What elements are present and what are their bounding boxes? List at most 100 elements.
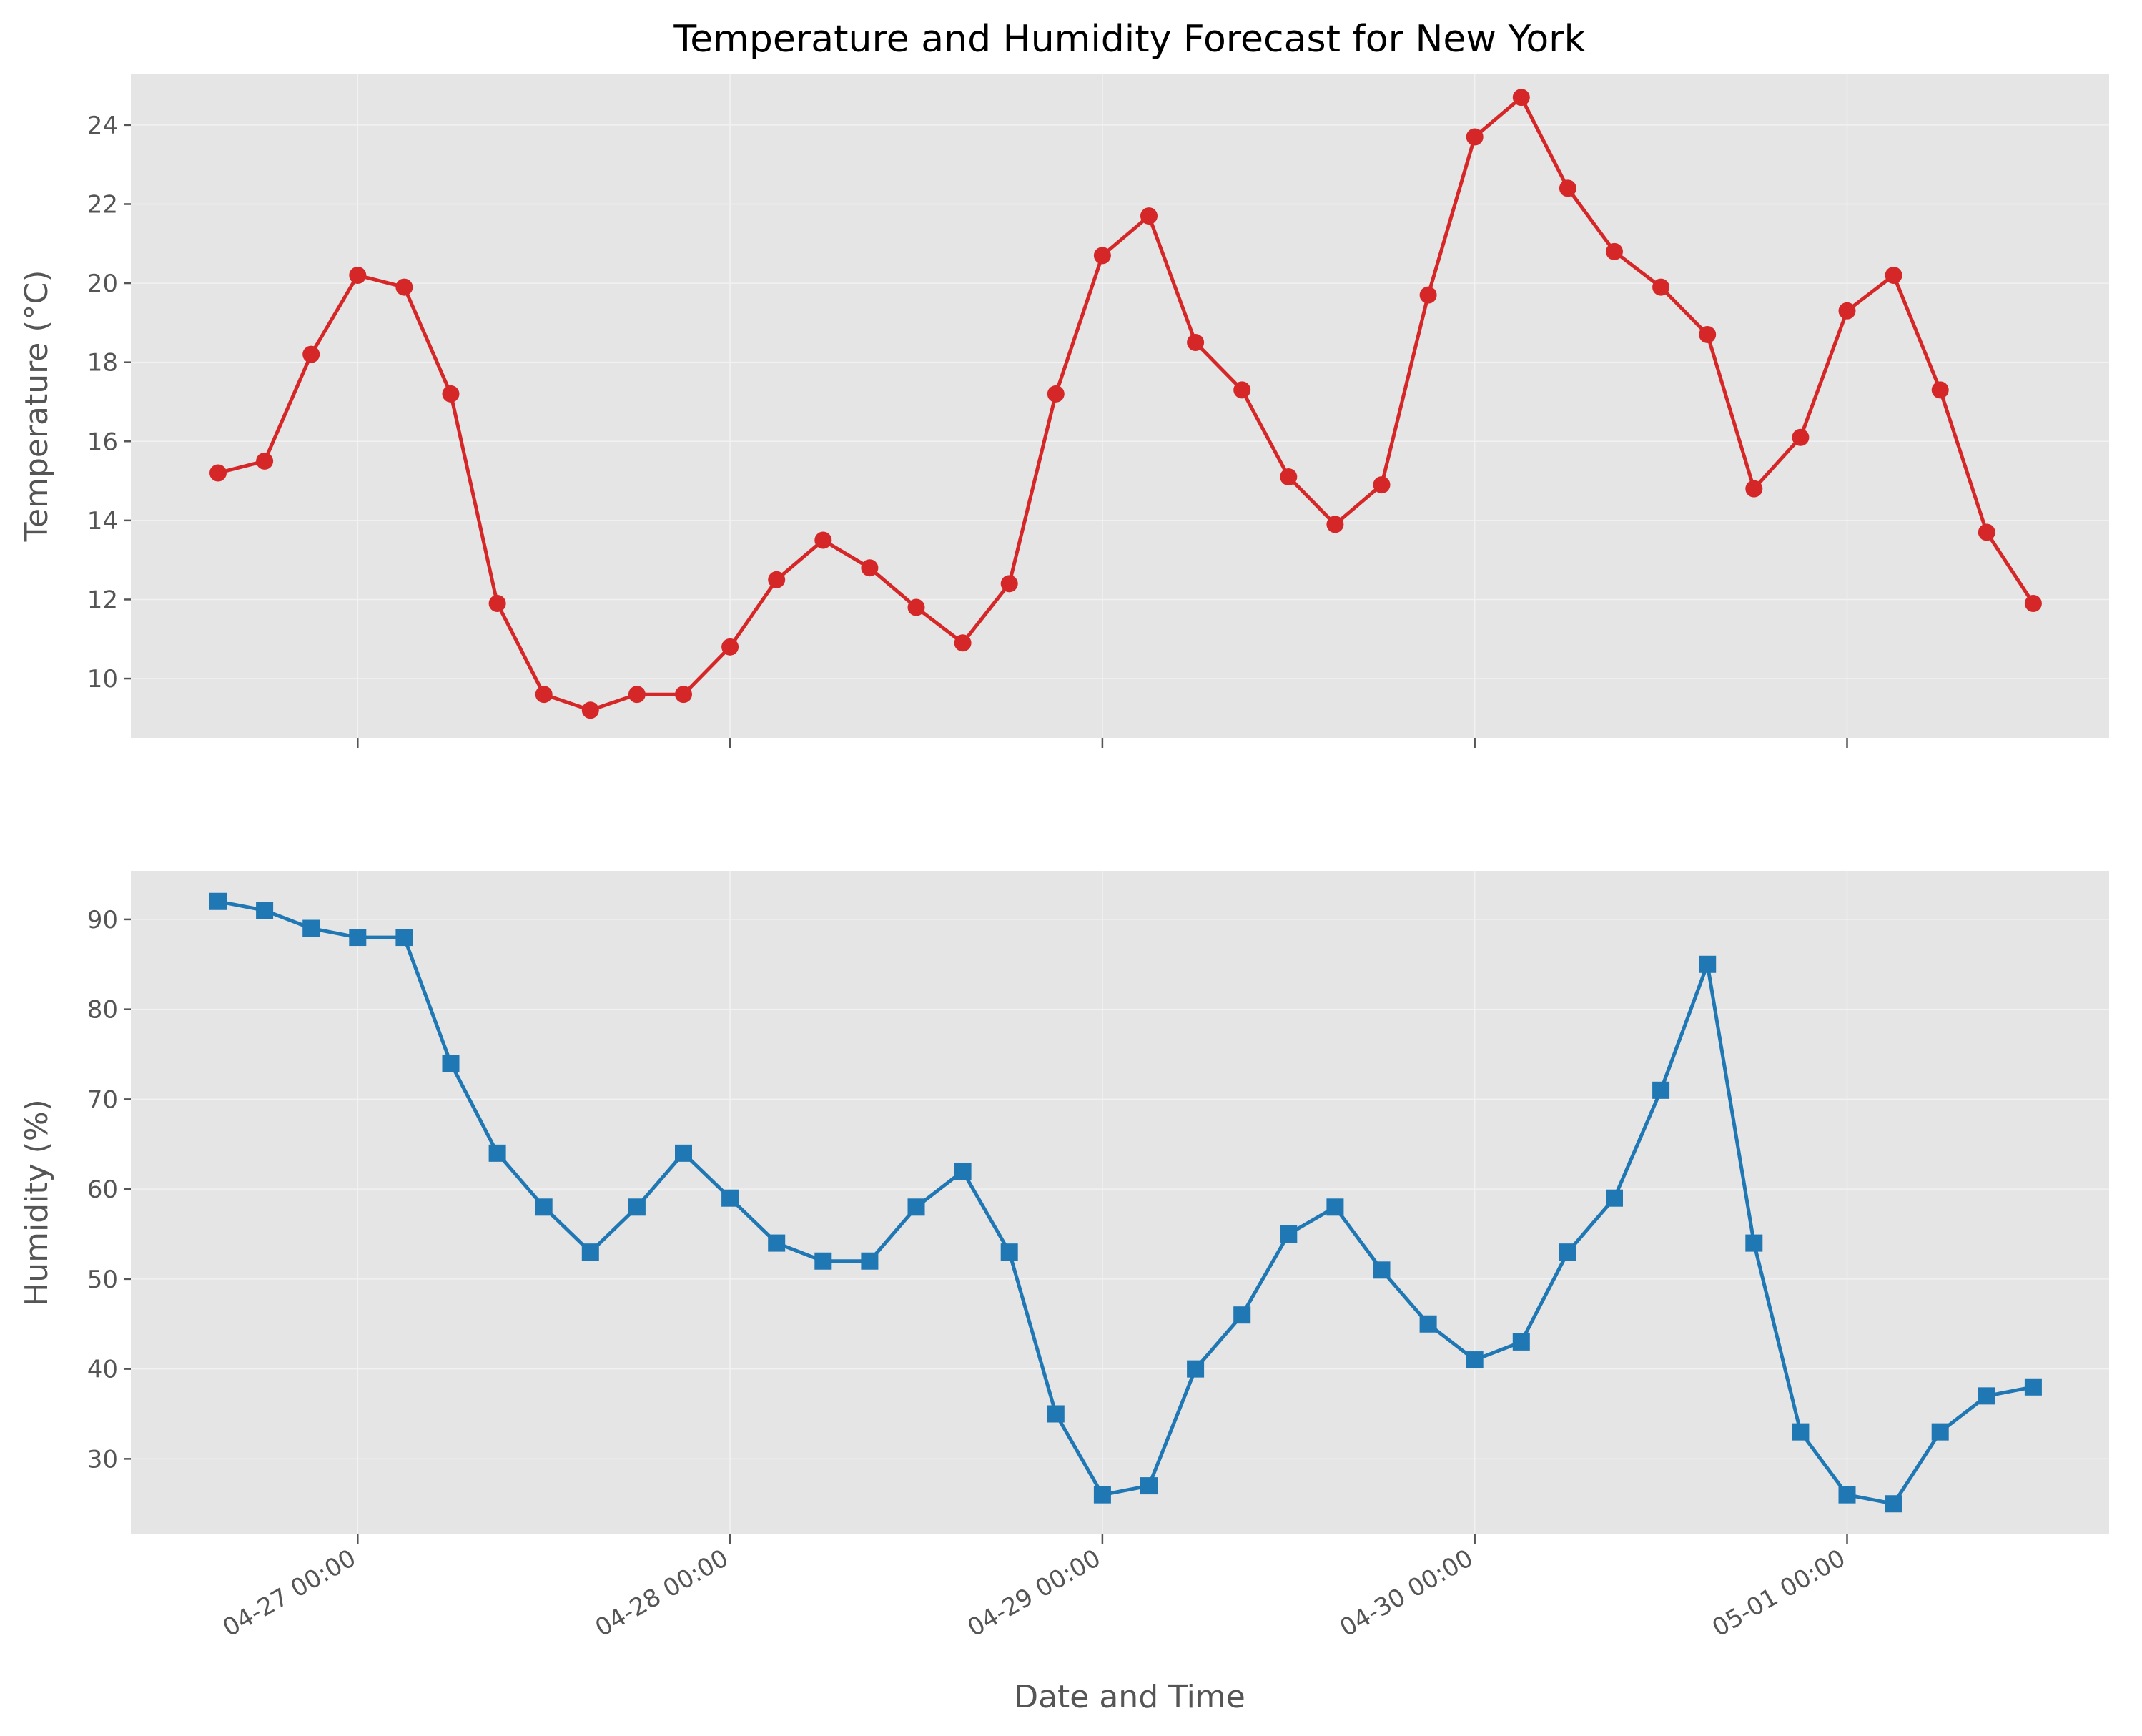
data-point-humidity (768, 1234, 786, 1252)
data-point-temperature (1047, 385, 1065, 403)
x-axis-label: Date and Time (1014, 1679, 1245, 1715)
data-point-humidity (1373, 1261, 1391, 1279)
data-point-humidity (1000, 1243, 1018, 1261)
data-point-temperature (1280, 468, 1298, 486)
data-point-humidity (1140, 1477, 1158, 1495)
data-point-temperature (1140, 207, 1158, 225)
data-point-temperature (768, 571, 786, 588)
series-line-temperature (217, 95, 2035, 712)
data-point-humidity (1885, 1495, 1902, 1513)
data-point-temperature (1652, 278, 1670, 296)
y-tick-label: 22 (87, 190, 118, 219)
data-point-temperature (1373, 476, 1391, 494)
data-point-humidity (535, 1198, 553, 1216)
data-point-humidity (1280, 1225, 1298, 1243)
x-tick-label: 04-27 00:00 (218, 1544, 361, 1642)
plot-area (131, 871, 2109, 1534)
data-point-temperature (814, 531, 832, 549)
y-tick-label: 12 (87, 586, 118, 614)
plot-area (131, 74, 2109, 738)
y-tick-label: 20 (87, 270, 118, 298)
data-point-temperature (1187, 334, 1205, 352)
data-point-temperature (1931, 381, 1949, 399)
data-point-temperature (1745, 480, 1763, 498)
data-point-humidity (814, 1252, 832, 1270)
data-point-temperature (1233, 381, 1251, 399)
data-point-temperature (535, 686, 553, 704)
data-point-humidity (302, 919, 320, 937)
panel-humidity: 30 40 50 60 70 80 90 04-27 00:00 04-28 00:00 04-2… (19, 871, 2109, 1643)
data-point-humidity (488, 1144, 506, 1162)
data-point-humidity (1699, 955, 1717, 973)
chart-title: Temperature and Humidity Forecast for Ne… (673, 18, 1585, 61)
series-line-humidity (217, 899, 2034, 1506)
data-point-temperature (1000, 575, 1018, 593)
data-point-humidity (395, 929, 413, 947)
data-point-humidity (1792, 1423, 1810, 1441)
data-point-temperature (1699, 325, 1717, 343)
data-point-humidity (1233, 1306, 1251, 1324)
data-point-temperature (256, 452, 274, 470)
data-point-humidity (954, 1162, 972, 1180)
data-point-humidity (628, 1198, 646, 1216)
data-point-temperature (395, 278, 413, 296)
panel-temperature: 10 12 14 16 18 20 22 24 Temperature (°C) (19, 74, 2109, 748)
data-point-humidity (349, 929, 367, 947)
data-point-humidity (1838, 1486, 1856, 1504)
y-tick-label: 70 (87, 1085, 118, 1114)
data-point-temperature (861, 559, 879, 577)
y-tick-label: 16 (87, 428, 118, 456)
y-tick-label: 10 (87, 665, 118, 694)
y-tick-label: 30 (87, 1445, 118, 1474)
data-point-humidity (1978, 1387, 1995, 1405)
data-point-temperature (209, 464, 227, 482)
data-point-temperature (349, 267, 367, 285)
data-point-temperature (1978, 523, 1995, 541)
data-point-humidity (1652, 1081, 1670, 1099)
data-point-humidity (1419, 1315, 1437, 1333)
data-point-humidity (1606, 1189, 1623, 1207)
data-point-temperature (1512, 89, 1530, 107)
data-point-humidity (442, 1055, 460, 1072)
data-point-temperature (1419, 286, 1437, 304)
y-tick-label: 24 (87, 112, 118, 140)
data-point-humidity (1559, 1243, 1576, 1261)
data-point-humidity (721, 1189, 739, 1207)
y-tick-label: 50 (87, 1266, 118, 1294)
y-axis-label-humidity: Humidity (%) (19, 1099, 55, 1306)
y-tick-label: 90 (87, 906, 118, 934)
y-tick-label: 80 (87, 996, 118, 1025)
data-point-temperature (628, 686, 646, 704)
x-tick-label: 05-01 00:00 (1707, 1544, 1850, 1642)
data-point-temperature (907, 598, 925, 616)
chart-panels: 10 12 14 16 18 20 22 24 Temperature (°C) 30 40 50 60… (19, 74, 2109, 1643)
data-point-humidity (581, 1243, 599, 1261)
data-point-temperature (954, 634, 972, 652)
data-point-humidity (2024, 1378, 2042, 1396)
data-point-temperature (1326, 516, 1344, 533)
y-tick-label: 40 (87, 1356, 118, 1384)
data-point-temperature (1885, 267, 1902, 285)
data-point-temperature (1093, 247, 1111, 265)
data-point-humidity (1512, 1333, 1530, 1351)
x-tick-label: 04-30 00:00 (1335, 1544, 1478, 1642)
data-point-temperature (2024, 594, 2042, 612)
data-point-humidity (1745, 1234, 1763, 1252)
y-axis-label-temperature: Temperature (°C) (19, 270, 55, 543)
y-tick-label: 18 (87, 349, 118, 378)
data-point-temperature (442, 385, 460, 403)
x-tick-label: 04-29 00:00 (963, 1544, 1106, 1642)
data-point-temperature (1838, 302, 1856, 320)
data-point-temperature (721, 638, 739, 656)
data-point-temperature (302, 345, 320, 363)
data-point-humidity (256, 902, 274, 919)
data-point-temperature (675, 686, 692, 704)
data-point-humidity (1326, 1198, 1344, 1216)
y-tick-label: 14 (87, 507, 118, 536)
data-point-humidity (209, 892, 227, 910)
data-point-humidity (1187, 1360, 1205, 1378)
data-point-humidity (675, 1144, 692, 1162)
y-tick-label: 60 (87, 1175, 118, 1204)
data-point-temperature (1559, 179, 1576, 197)
